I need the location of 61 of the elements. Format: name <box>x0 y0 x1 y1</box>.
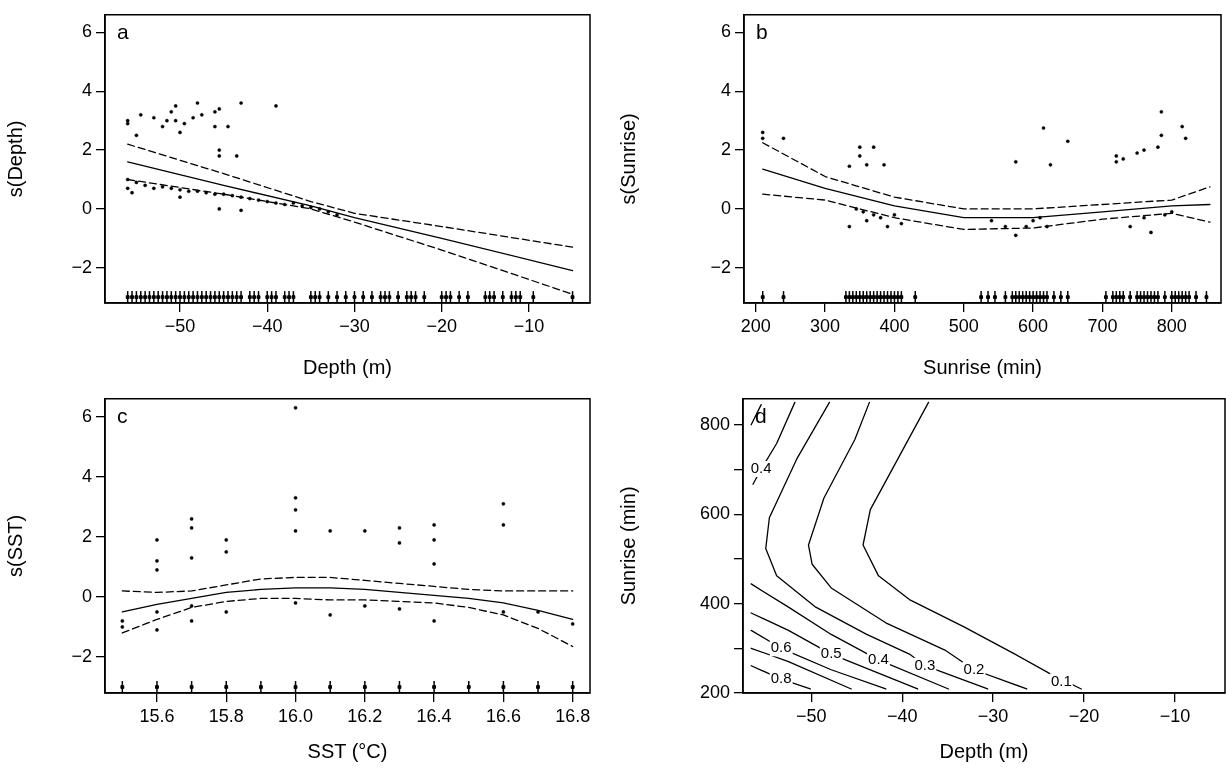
y-tick-label: −2 <box>710 256 731 277</box>
y-tick-label: 2 <box>720 139 731 160</box>
x-tick-label: −30 <box>977 705 1009 726</box>
x-tick-label: −40 <box>886 705 918 726</box>
chart-title: c <box>117 404 128 428</box>
line-series <box>762 193 1211 231</box>
x-tick-label: −40 <box>251 315 283 336</box>
x-tick-label: 400 <box>879 315 910 336</box>
y-axis-title: Sunrise (min) <box>616 486 639 606</box>
chart-title: d <box>755 404 767 428</box>
y-tick-label: 0 <box>720 197 731 218</box>
y-tick-label: −2 <box>71 645 92 666</box>
y-axis-title: s(Depth) <box>3 120 26 198</box>
x-axis-title: Depth (m) <box>939 739 1029 762</box>
y-tick-label: 800 <box>699 413 730 434</box>
y-tick-label: 200 <box>699 681 730 702</box>
y-tick-label: 4 <box>81 465 92 486</box>
x-tick-label: 16.4 <box>416 705 452 726</box>
x-axis-title: Depth (m) <box>303 355 392 378</box>
x-tick-label: −10 <box>513 315 545 336</box>
y-tick-label: 0 <box>81 585 92 606</box>
y-tick-label: 6 <box>720 21 731 42</box>
x-tick-label: 16.8 <box>555 705 591 726</box>
y-tick-label: 2 <box>81 525 92 546</box>
x-tick-label: 700 <box>1087 315 1118 336</box>
x-tick-label: −20 <box>1068 705 1100 726</box>
x-tick-label: −50 <box>164 315 196 336</box>
x-tick-label: 600 <box>1018 315 1049 336</box>
x-tick-label: 15.8 <box>208 705 244 726</box>
x-tick-label: −50 <box>795 705 827 726</box>
y-axis-title: s(Sunrise) <box>616 113 639 205</box>
x-axis-title: SST (°C) <box>307 739 388 762</box>
x-tick-label: 16.2 <box>347 705 383 726</box>
y-tick-label: 4 <box>720 80 731 101</box>
y-tick-label: 600 <box>699 503 730 524</box>
y-tick-label: 6 <box>81 405 92 426</box>
y-tick-label: 0 <box>81 197 92 218</box>
x-tick-label: −20 <box>426 315 457 336</box>
annotation: 0.4 <box>868 650 889 668</box>
x-tick-label: −30 <box>339 315 370 336</box>
annotation: 0.1 <box>1050 671 1072 689</box>
line-series <box>121 576 574 594</box>
line-series <box>121 597 574 648</box>
line-series <box>127 143 574 248</box>
x-tick-label: 300 <box>810 315 841 336</box>
y-axis-title: s(SST) <box>3 514 26 578</box>
x-tick-label: −10 <box>1159 705 1191 726</box>
y-tick-label: 6 <box>81 21 92 42</box>
chart-title: b <box>756 20 768 44</box>
x-axis-title: Sunrise (min) <box>923 355 1042 378</box>
y-tick-label: 400 <box>699 592 730 613</box>
x-tick-label: 15.6 <box>139 705 175 726</box>
x-tick-label: 800 <box>1156 315 1187 336</box>
y-tick-label: 2 <box>81 139 92 160</box>
x-tick-label: 200 <box>740 315 771 336</box>
y-tick-label: −2 <box>71 256 92 277</box>
x-tick-label: 500 <box>948 315 979 336</box>
y-tick-label: 4 <box>81 80 92 101</box>
chart-title: a <box>117 20 129 44</box>
x-tick-label: 16.0 <box>278 705 314 726</box>
x-tick-label: 16.6 <box>485 705 521 726</box>
